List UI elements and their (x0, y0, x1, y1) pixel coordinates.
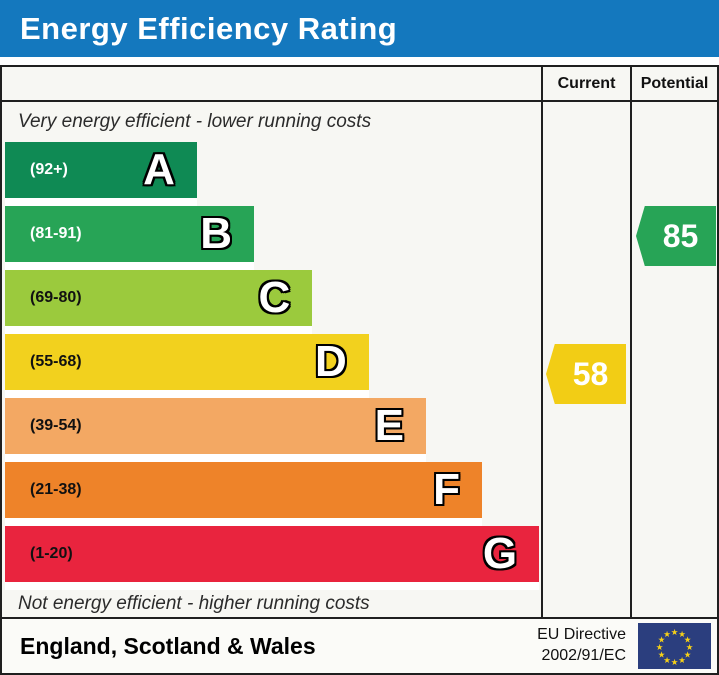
bottom-note: Not energy efficient - higher running co… (18, 592, 370, 614)
band-letter: A (143, 145, 175, 194)
svg-text:★: ★ (656, 643, 664, 653)
band-letter: F (433, 465, 460, 514)
band-letter: E (374, 401, 404, 450)
band-a: (92+) A (5, 142, 197, 198)
region-label: England, Scotland & Wales (20, 632, 316, 659)
potential-value: 85 (662, 217, 699, 254)
band-d: (55-68) D (5, 334, 369, 390)
band-c: (69-80) C (5, 270, 313, 326)
svg-text:★: ★ (663, 630, 671, 640)
svg-text:★: ★ (684, 651, 692, 661)
band-range: (92+) (30, 161, 68, 178)
band-e: (39-54) E (5, 398, 426, 454)
svg-text:★: ★ (678, 630, 686, 640)
column-header-potential: Potential (630, 67, 717, 100)
rating-scale: Very energy efficient - lower running co… (2, 102, 541, 617)
chart-body: Very energy efficient - lower running co… (2, 102, 717, 617)
epc-rating-table: Current Potential Very energy efficient … (0, 65, 719, 675)
band-b: (81-91) B (5, 206, 255, 262)
footer: England, Scotland & Wales EU Directive 2… (2, 617, 717, 673)
header-spacer (2, 67, 541, 100)
eu-flag-icon: ★ ★ ★ ★ ★ ★ ★ ★ ★ ★ ★ ★ (638, 623, 711, 669)
current-column: 58 (541, 102, 630, 617)
band-range: (69-80) (30, 289, 82, 306)
band-range: (21-38) (30, 481, 82, 498)
band-range: (55-68) (30, 353, 82, 370)
band-letter: G (482, 529, 518, 578)
svg-text:★: ★ (671, 658, 679, 668)
svg-text:★: ★ (658, 636, 666, 646)
potential-marker: 85 (636, 206, 716, 266)
band-range: (1-20) (30, 545, 73, 562)
current-value: 58 (572, 355, 609, 392)
band-range: (81-91) (30, 225, 82, 242)
svg-text:★: ★ (663, 656, 671, 666)
band-letter: D (315, 337, 347, 386)
band-g: (1-20) G (5, 526, 540, 582)
svg-text:★: ★ (658, 651, 666, 661)
svg-text:★: ★ (684, 636, 692, 646)
eu-directive-label: EU Directive 2002/91/EC (537, 625, 626, 667)
band-letter: C (258, 273, 291, 322)
band-range: (39-54) (30, 417, 82, 434)
current-marker: 58 (546, 344, 626, 404)
top-note: Very energy efficient - lower running co… (18, 111, 372, 132)
page-title: Energy Efficiency Rating (0, 0, 719, 57)
table-header-row: Current Potential (2, 67, 717, 102)
eu-directive-line2: 2002/91/EC (541, 647, 626, 664)
band-f: (21-38) F (5, 462, 482, 518)
eu-directive-line1: EU Directive (537, 626, 626, 644)
svg-text:★: ★ (678, 656, 686, 666)
column-header-current: Current (541, 67, 630, 100)
band-letter: B (200, 209, 233, 258)
potential-column: 85 (630, 102, 717, 617)
svg-text:★: ★ (686, 643, 694, 653)
svg-text:★: ★ (671, 628, 679, 638)
